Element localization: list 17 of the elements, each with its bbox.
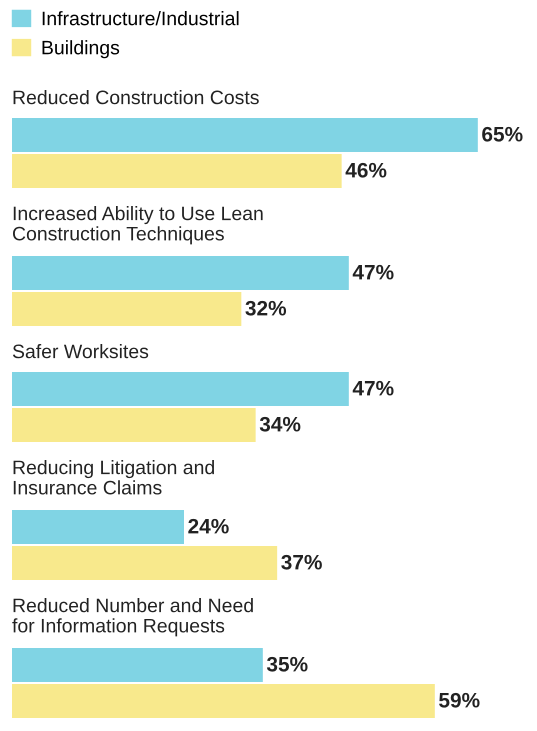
data-label: 47% — [352, 380, 394, 396]
data-label: 46% — [346, 162, 386, 178]
y-tick-label: Reduced Construction Costs — [14, 90, 259, 104]
data-label: 34% — [260, 416, 300, 432]
data-label: 32% — [245, 300, 286, 316]
y-tick-label: Reduced Number and Need for Information Requests — [12, 598, 253, 636]
data-label: 47% — [352, 264, 394, 280]
data-label: 37% — [281, 554, 322, 570]
y-tick-label: Safer Worksites — [12, 344, 148, 358]
legend-label: Infrastructure/Industrial — [42, 11, 238, 26]
data-label: 59% — [439, 692, 480, 708]
data-label: 65% — [482, 126, 523, 142]
y-tick-label: Increased Ability to Use Lean Construction Techniques — [12, 206, 263, 244]
data-label: 35% — [266, 656, 308, 672]
y-tick-label: Reducing Litigation and Insurance Claims — [14, 460, 214, 495]
data-label: 24% — [188, 518, 229, 534]
legend-label: Buildings — [42, 40, 120, 58]
